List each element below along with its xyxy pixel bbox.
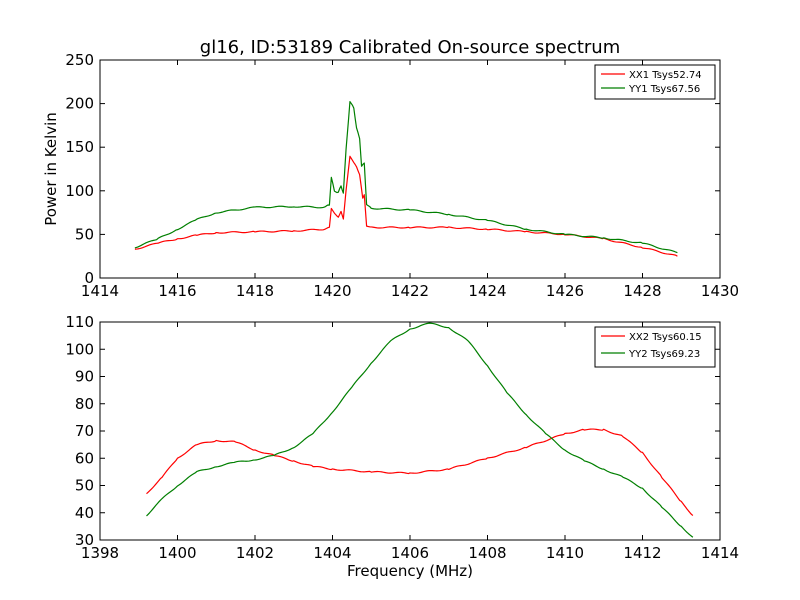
y-tick-label: 50	[75, 477, 94, 495]
top-panel: 1414 1416 1418 1420 1422 1424 1426 1428 1430 0 50…	[42, 51, 739, 300]
bottom-legend: XX2 Tsys60.15 YY2 Tsys69.23	[594, 326, 716, 368]
y-tick-label: 150	[65, 138, 94, 156]
legend-box	[594, 64, 716, 100]
y-tick-label: 200	[65, 95, 94, 113]
legend-label: XX2 Tsys60.15	[629, 332, 702, 343]
y-tick-label: 60	[75, 449, 94, 467]
x-tick-label: 1412	[623, 544, 661, 562]
x-tick-label: 1410	[546, 544, 584, 562]
top-x-axis: 1414 1416 1418 1420 1422 1424 1426 1428 1430	[81, 60, 739, 300]
series-line-xx1	[134, 155, 678, 257]
series-line-xx2	[146, 428, 694, 516]
x-tick-label: 1402	[236, 544, 274, 562]
x-axis-label: Frequency (MHz)	[347, 562, 473, 580]
y-tick-label: 80	[75, 395, 94, 413]
bottom-x-axis: 1398 1400 1402 1404 1406 1408 1410 1412 1414	[81, 322, 739, 562]
x-tick-label: 1404	[313, 544, 351, 562]
x-tick-label: 1428	[623, 282, 661, 300]
x-tick-label: 1400	[158, 544, 196, 562]
x-tick-label: 1414	[81, 282, 119, 300]
bottom-y-axis: 30 40 50 60 70 80 90 100 110	[65, 313, 720, 549]
top-y-axis-label: Power in Kelvin	[42, 112, 60, 226]
y-tick-label: 110	[65, 313, 94, 331]
x-tick-label: 1406	[391, 544, 429, 562]
y-tick-label: 250	[65, 51, 94, 69]
x-tick-label: 1414	[701, 544, 739, 562]
x-tick-label: 1416	[158, 282, 196, 300]
top-legend: XX1 Tsys52.74 YY1 Tsys67.56	[594, 64, 716, 100]
legend-label: YY1 Tsys67.56	[628, 84, 700, 95]
legend-box	[594, 326, 716, 368]
bottom-series-lines	[146, 322, 694, 538]
bottom-panel: 1398 1400 1402 1404 1406 1408 1410 1412 1414 30 4…	[65, 313, 739, 562]
y-tick-label: 30	[75, 531, 94, 549]
y-tick-label: 0	[84, 269, 94, 287]
chart-title: gl16, ID:53189 Calibrated On-source spec…	[200, 37, 620, 58]
x-tick-label: 1420	[313, 282, 351, 300]
legend-label: XX1 Tsys52.74	[629, 70, 702, 81]
y-tick-label: 50	[75, 225, 94, 243]
x-tick-label: 1430	[701, 282, 739, 300]
y-tick-label: 90	[75, 368, 94, 386]
series-line-yy2	[146, 322, 694, 538]
top-series-lines	[134, 101, 678, 257]
y-tick-label: 100	[65, 340, 94, 358]
x-tick-label: 1422	[391, 282, 429, 300]
x-tick-label: 1418	[236, 282, 274, 300]
y-tick-label: 40	[75, 504, 94, 522]
x-tick-label: 1398	[81, 544, 119, 562]
y-tick-label: 70	[75, 422, 94, 440]
x-tick-label: 1424	[468, 282, 506, 300]
top-y-axis: 0 50 100 150 200 250	[65, 51, 720, 287]
legend-label: YY2 Tsys69.23	[628, 349, 700, 360]
series-line-yy1	[134, 101, 678, 254]
y-tick-label: 100	[65, 182, 94, 200]
x-tick-label: 1408	[468, 544, 506, 562]
x-tick-label: 1426	[546, 282, 584, 300]
